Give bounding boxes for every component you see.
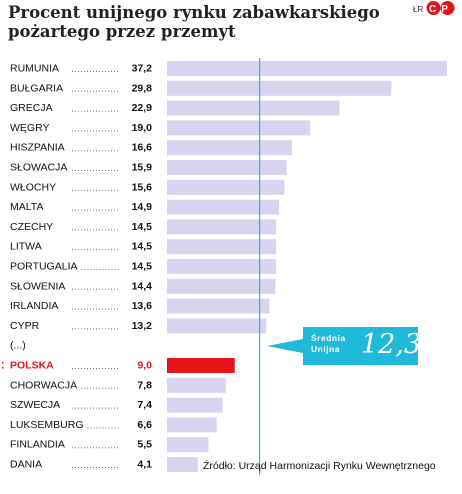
value-label: 6,6 [137,419,152,431]
bar [167,259,277,274]
category-label: POLSKA [10,360,54,372]
bar [167,219,277,235]
value-label: 16,6 [132,142,153,154]
average-value: 12,3 [361,329,422,360]
bar [167,298,270,314]
category-label: IRLANDIA [10,300,58,312]
category-label: MALTA [10,201,43,213]
category-label: (...) [10,340,26,352]
value-label: 5,5 [137,439,152,451]
category-label: SŁOWACJA [10,162,67,174]
bar [167,100,340,116]
chart-title: Procent unijnego rynku zabawkarskiego po… [8,3,380,41]
average-label-line1: Średnia [311,333,346,343]
bar [167,179,285,195]
category-label: DANIA [10,459,42,471]
value-label: 37,2 [132,63,153,75]
value-label: 29,8 [132,82,153,94]
value-label: 15,9 [132,162,153,174]
category-label: RUMUNIA [10,63,59,75]
value-label: 15,6 [132,181,153,193]
bar [167,140,292,156]
category-label: SZWECJA [10,399,60,411]
bar [167,239,277,255]
bar [167,160,287,175]
highlight-marker: ⁚ [1,362,4,372]
category-label: GRECJA [10,102,53,114]
value-label: 9,0 [137,360,152,372]
bar [167,120,311,136]
bar [167,437,209,453]
average-label-line2: Unijna [311,344,340,354]
category-label: BUŁGARIA [10,82,63,94]
category-label: FINLANDIA [10,439,65,451]
category-label: WŁOCHY [10,181,56,193]
value-label: 13,6 [132,300,153,312]
bar [167,377,226,393]
value-label: 14,4 [132,280,153,292]
bar [167,80,392,96]
category-label: CZECHY [10,221,53,233]
value-label: 7,8 [137,379,152,391]
bar [167,199,280,215]
source-note: Źródło: Urząd Harmonizacji Rynku Wewnętr… [203,460,436,472]
value-label: 7,4 [137,399,152,411]
value-label: 14,9 [132,201,153,213]
category-label: HISZPANIA [10,142,65,154]
category-label: WĘGRY [10,122,49,134]
average-label: Średnia Unijna [311,333,359,355]
bar [167,417,217,433]
value-label: 19,0 [132,122,153,134]
value-label: 14,5 [132,241,153,253]
value-label: 14,5 [132,221,153,233]
value-label: 22,9 [132,102,153,114]
bar [167,397,223,413]
average-pointer [267,339,303,353]
highlight-bar [167,358,235,373]
average-callout: Średnia Unijna 12,3 [303,327,422,365]
value-label: 13,2 [132,320,153,332]
category-label: CHORWACJA [10,379,77,391]
category-label: PORTUGALIA [10,261,78,273]
value-label: 14,5 [132,261,153,273]
bar [167,61,447,76]
bar [167,278,276,294]
category-label: SŁOWENIA [10,280,65,292]
category-label: LUKSEMBURG [10,419,84,431]
value-label: 4,1 [137,459,152,471]
category-label: LITWA [10,241,42,253]
bar [167,318,267,334]
category-label: CYPR [10,320,40,332]
author-credit: ŁR [413,5,424,14]
bar [167,457,198,472]
logo-text: CP [429,4,453,15]
publisher-logo: CP [426,1,455,15]
